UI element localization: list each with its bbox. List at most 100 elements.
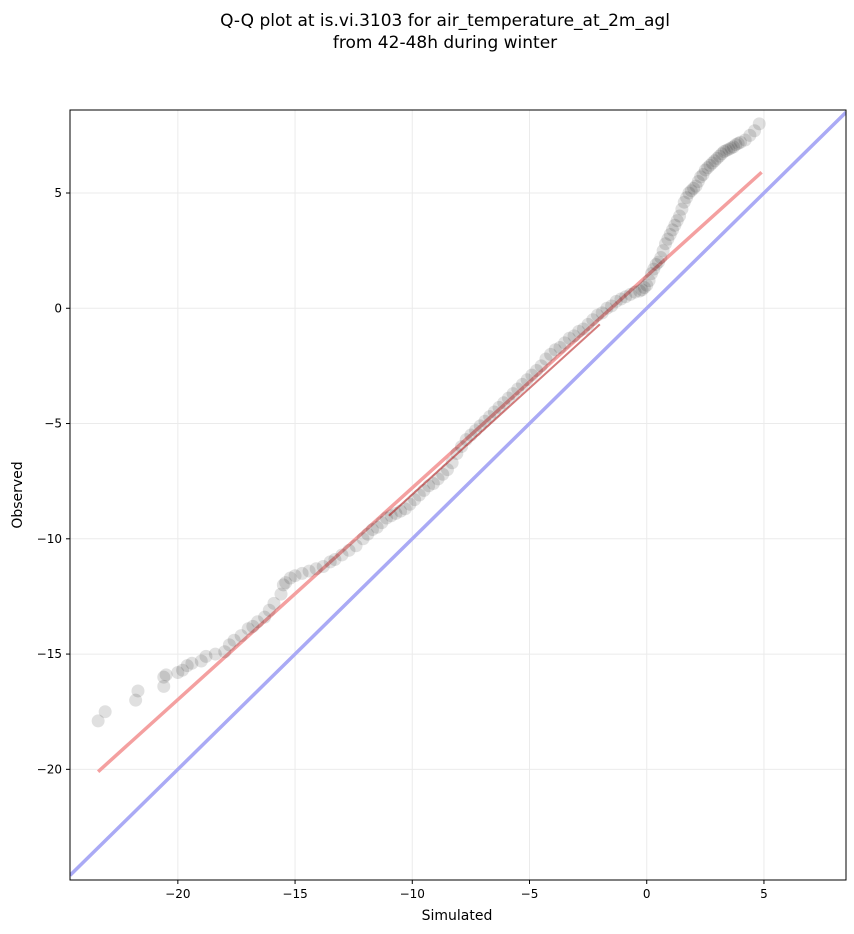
- data-point: [684, 184, 698, 198]
- data-point: [157, 670, 171, 684]
- data-point: [208, 647, 222, 661]
- data-point: [619, 290, 633, 304]
- data-point: [335, 548, 349, 562]
- data-point: [586, 313, 600, 327]
- data-point: [581, 317, 595, 331]
- data-point: [276, 578, 290, 592]
- x-axis-ticks: −20 −15 −10 −5 0 5: [165, 880, 768, 901]
- data-point: [572, 324, 586, 338]
- data-point: [726, 140, 740, 154]
- data-point: [734, 135, 748, 149]
- fit-line-overlay: [388, 323, 601, 517]
- data-point: [227, 633, 241, 647]
- data-point: [752, 117, 766, 131]
- data-point: [717, 144, 731, 158]
- data-point: [677, 195, 691, 209]
- data-point: [398, 502, 412, 516]
- x-tick-label: 5: [760, 887, 768, 901]
- data-point: [258, 610, 272, 624]
- data-point: [222, 638, 236, 652]
- data-point: [370, 520, 384, 534]
- data-point: [656, 244, 670, 258]
- data-point: [497, 396, 511, 410]
- data-point: [661, 232, 675, 246]
- data-point: [302, 564, 316, 578]
- data-point: [724, 141, 738, 155]
- data-point: [609, 294, 623, 308]
- data-point: [640, 278, 654, 292]
- data-point: [525, 368, 539, 382]
- data-point: [544, 347, 558, 361]
- data-point: [534, 359, 548, 373]
- data-point: [251, 615, 265, 629]
- data-point: [530, 364, 544, 378]
- data-point: [246, 619, 260, 633]
- data-point: [743, 128, 757, 142]
- grid-lines: [70, 110, 846, 880]
- data-point: [520, 373, 534, 387]
- x-tick-label: −20: [165, 887, 190, 901]
- data-point: [361, 527, 375, 541]
- chart-title-line-1: Q-Q plot at is.vi.3103 for air_temperatu…: [220, 11, 670, 31]
- data-point: [279, 576, 293, 590]
- data-point: [384, 509, 398, 523]
- data-point: [548, 343, 562, 357]
- data-point: [98, 705, 112, 719]
- data-point: [501, 391, 515, 405]
- data-point: [553, 340, 567, 354]
- data-point: [689, 179, 703, 193]
- data-point: [668, 218, 682, 232]
- data-point: [663, 227, 677, 241]
- data-point: [605, 299, 619, 313]
- data-point: [515, 377, 529, 391]
- data-point: [628, 285, 642, 299]
- plot-area: [70, 111, 846, 877]
- data-point: [701, 161, 715, 175]
- data-point: [600, 301, 614, 315]
- data-point: [637, 281, 651, 295]
- data-point: [426, 476, 440, 490]
- data-point: [262, 603, 276, 617]
- data-point: [218, 645, 232, 659]
- y-tick-label: −20: [37, 762, 62, 776]
- data-point: [658, 237, 672, 251]
- data-point: [647, 262, 661, 276]
- y-axis-ticks: −20 −15 −10 −5 0 5: [37, 186, 70, 776]
- data-point: [698, 163, 712, 177]
- data-point: [356, 532, 370, 546]
- x-axis-label: Simulated: [422, 908, 493, 924]
- data-point: [558, 336, 572, 350]
- x-tick-label: 0: [643, 887, 651, 901]
- data-point: [633, 284, 647, 298]
- data-point: [129, 693, 143, 707]
- data-point: [635, 283, 649, 297]
- data-point: [694, 170, 708, 184]
- fit-line: [96, 170, 763, 773]
- data-point: [666, 223, 680, 237]
- data-point: [567, 329, 581, 343]
- x-tick-label: −5: [521, 887, 539, 901]
- data-point: [194, 654, 208, 668]
- data-point: [365, 523, 379, 537]
- data-point: [431, 472, 445, 486]
- data-point: [539, 352, 553, 366]
- data-point: [91, 714, 105, 728]
- data-point: [445, 456, 459, 470]
- x-tick-label: −10: [400, 887, 425, 901]
- data-point: [748, 124, 762, 138]
- data-point: [159, 668, 173, 682]
- data-point: [241, 622, 255, 636]
- data-point: [590, 308, 604, 322]
- y-tick-label: −10: [37, 532, 62, 546]
- x-tick-label: −15: [282, 887, 307, 901]
- identity-line: [70, 111, 846, 877]
- data-point: [595, 306, 609, 320]
- data-point: [267, 596, 281, 610]
- data-point: [696, 168, 710, 182]
- data-point: [642, 274, 656, 288]
- data-point: [342, 543, 356, 557]
- data-point: [738, 133, 752, 147]
- plot-frame: [69, 109, 847, 881]
- data-point: [562, 331, 576, 345]
- data-point: [703, 158, 717, 172]
